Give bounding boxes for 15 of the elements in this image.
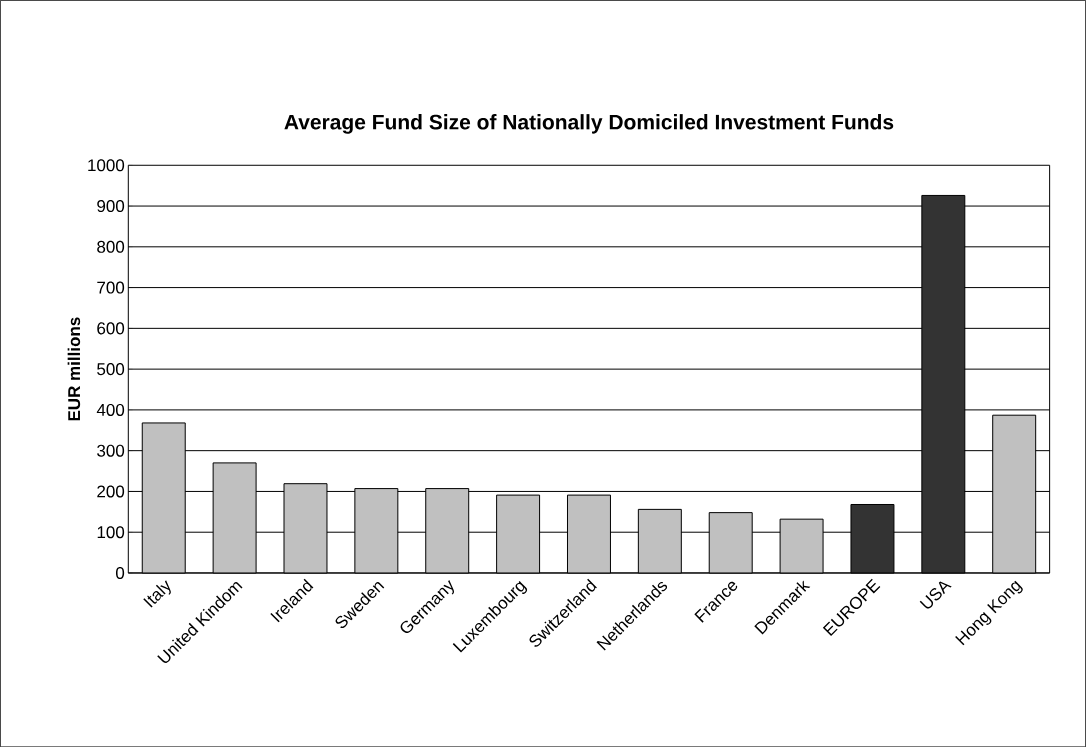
y-tick-label: 600 <box>97 322 125 335</box>
y-tick-label: 800 <box>97 240 125 253</box>
y-tick-label: 900 <box>97 199 125 212</box>
y-tick-label: 100 <box>97 526 125 539</box>
y-tick-label: 0 <box>115 566 125 579</box>
x-tick-label: Italy <box>143 580 171 608</box>
y-axis-title: EUR millions <box>67 317 81 421</box>
y-tick-label: 300 <box>97 444 125 457</box>
y-tick-label: 500 <box>97 362 125 376</box>
y-tick-label: 200 <box>97 485 125 498</box>
x-tick-label: USA <box>919 581 952 609</box>
y-tick-label: 400 <box>96 403 125 416</box>
chart-title: Average Fund Size of Nationally Domiciled Investment Funds <box>284 113 894 134</box>
y-tick-label: 1000 <box>88 159 125 172</box>
y-tick-label: 700 <box>97 281 125 294</box>
